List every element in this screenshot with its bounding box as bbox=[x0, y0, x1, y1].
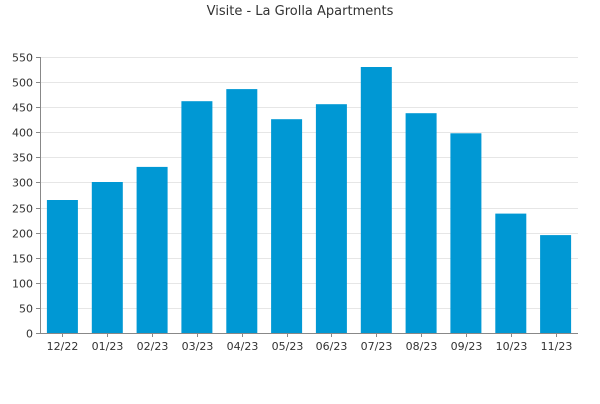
x-tick-label: 10/23 bbox=[496, 340, 528, 353]
y-tick-label: 250 bbox=[12, 203, 33, 216]
bar bbox=[91, 182, 123, 333]
x-tick-label: 03/23 bbox=[182, 340, 214, 353]
y-tick-label: 500 bbox=[12, 77, 33, 90]
y-tick-label: 100 bbox=[12, 278, 33, 291]
x-axis-ticks: 12/22 01/23 02/23 03/23 04/23 05/23 06/23 07/23… bbox=[47, 333, 573, 353]
y-axis-ticks: 0 50 100 150 200 250 300 350 400 450 500 550 bbox=[12, 52, 40, 341]
bar bbox=[450, 133, 482, 333]
bar bbox=[360, 67, 392, 333]
x-tick-label: 07/23 bbox=[361, 340, 393, 353]
bar bbox=[405, 113, 437, 333]
bar bbox=[495, 213, 527, 333]
y-tick-label: 0 bbox=[26, 328, 33, 341]
bar bbox=[226, 89, 258, 333]
y-tick-label: 50 bbox=[19, 303, 33, 316]
x-tick-label: 12/22 bbox=[47, 340, 79, 353]
bar bbox=[136, 166, 168, 333]
y-tick-label: 350 bbox=[12, 152, 33, 165]
bar-series bbox=[46, 67, 572, 333]
x-tick-label: 02/23 bbox=[137, 340, 169, 353]
bar bbox=[315, 104, 347, 333]
y-tick-label: 550 bbox=[12, 52, 33, 65]
y-tick-label: 200 bbox=[12, 228, 33, 241]
bar bbox=[271, 119, 303, 333]
x-tick-label: 08/23 bbox=[406, 340, 438, 353]
grid-lines bbox=[40, 57, 578, 309]
chart-title: Visite - La Grolla Apartments bbox=[207, 4, 394, 19]
axes bbox=[40, 57, 578, 334]
x-tick-label: 01/23 bbox=[92, 340, 124, 353]
x-tick-label: 09/23 bbox=[451, 340, 483, 353]
bar bbox=[540, 235, 572, 333]
y-tick-label: 400 bbox=[12, 127, 33, 140]
x-tick-label: 11/23 bbox=[541, 340, 573, 353]
y-tick-label: 150 bbox=[12, 253, 33, 266]
bar bbox=[181, 101, 213, 333]
x-tick-label: 06/23 bbox=[316, 340, 348, 353]
bar bbox=[46, 200, 78, 333]
y-tick-label: 300 bbox=[12, 177, 33, 190]
y-tick-label: 450 bbox=[12, 102, 33, 115]
x-tick-label: 04/23 bbox=[227, 340, 259, 353]
x-tick-label: 05/23 bbox=[272, 340, 304, 353]
